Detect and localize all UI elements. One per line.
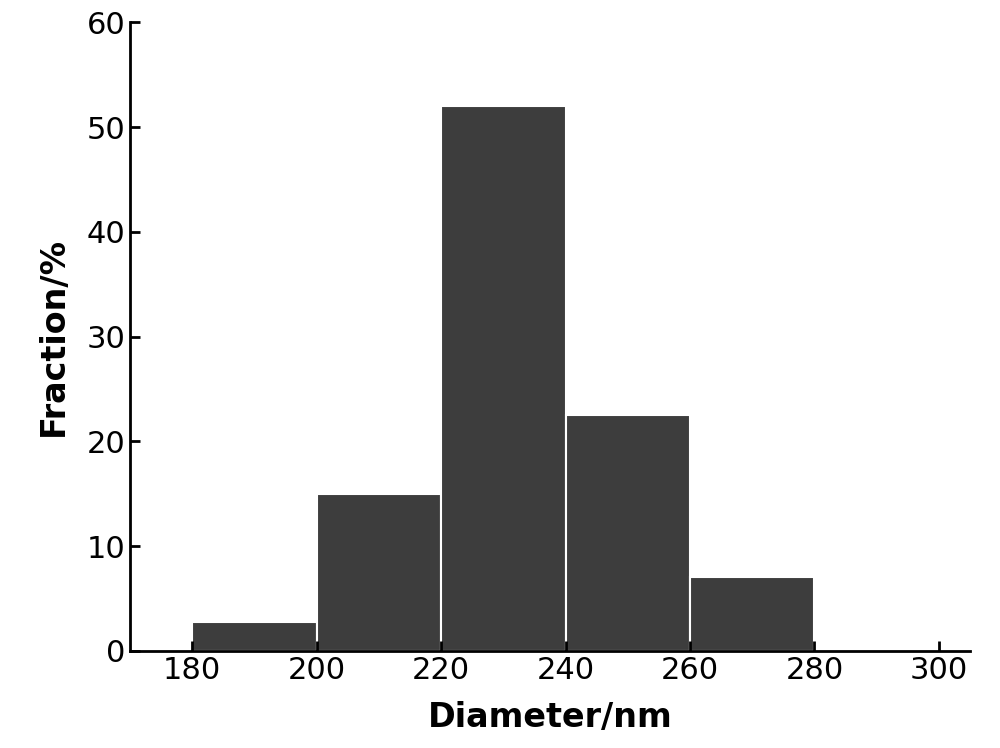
Y-axis label: Fraction/%: Fraction/% xyxy=(37,237,70,436)
Bar xyxy=(317,494,441,651)
Bar xyxy=(192,622,317,651)
Bar xyxy=(690,577,814,651)
Bar xyxy=(566,415,690,651)
X-axis label: Diameter/nm: Diameter/nm xyxy=(428,702,672,735)
Bar xyxy=(441,106,566,651)
